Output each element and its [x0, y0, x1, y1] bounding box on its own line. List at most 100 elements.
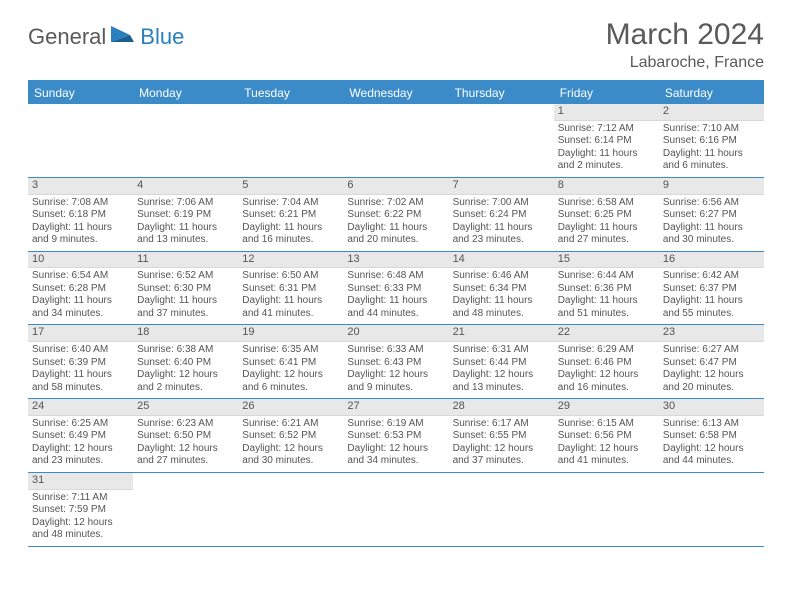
- daylight-text: Daylight: 11 hours and 30 minutes.: [663, 222, 760, 247]
- sunset-text: Sunset: 6:41 PM: [242, 357, 339, 370]
- day-cell: 18Sunrise: 6:38 AMSunset: 6:40 PMDayligh…: [133, 325, 238, 398]
- week-row: 31 Sunrise: 7:11 AMSunset: 7:59 PMDayligh…: [28, 473, 764, 547]
- sunrise-text: Sunrise: 7:00 AM: [453, 197, 550, 210]
- daylight-text: Daylight: 12 hours and 37 minutes.: [453, 443, 550, 468]
- day-body: Sunrise: 6:29 AMSunset: 6:46 PMDaylight:…: [554, 342, 659, 398]
- day-number: 10: [28, 252, 133, 269]
- daylight-text: Daylight: 12 hours and 48 minutes.: [32, 517, 129, 542]
- day-cell: [343, 104, 448, 177]
- sunrise-text: Sunrise: 6:23 AM: [137, 418, 234, 431]
- sunset-text: Sunset: 6:22 PM: [347, 209, 444, 222]
- day-body: Sunrise: 6:13 AMSunset: 6:58 PMDaylight:…: [659, 416, 764, 472]
- day-body: Sunrise: 6:31 AMSunset: 6:44 PMDaylight:…: [449, 342, 554, 398]
- logo-text-general: General: [28, 24, 106, 50]
- day-number: 29: [554, 399, 659, 416]
- day-cell: [449, 104, 554, 177]
- day-cell: 5Sunrise: 7:04 AMSunset: 6:21 PMDaylight…: [238, 178, 343, 251]
- sunrise-text: Sunrise: 6:52 AM: [137, 270, 234, 283]
- day-cell: 25Sunrise: 6:23 AMSunset: 6:50 PMDayligh…: [133, 399, 238, 472]
- sunrise-text: Sunrise: 6:58 AM: [558, 197, 655, 210]
- day-body: Sunrise: 6:50 AMSunset: 6:31 PMDaylight:…: [238, 268, 343, 324]
- day-body: Sunrise: 6:19 AMSunset: 6:53 PMDaylight:…: [343, 416, 448, 472]
- day-cell: 13Sunrise: 6:48 AMSunset: 6:33 PMDayligh…: [343, 252, 448, 325]
- day-cell: 10Sunrise: 6:54 AMSunset: 6:28 PMDayligh…: [28, 252, 133, 325]
- day-cell: [554, 473, 659, 546]
- daylight-text: Daylight: 11 hours and 58 minutes.: [32, 369, 129, 394]
- daylight-text: Daylight: 12 hours and 30 minutes.: [242, 443, 339, 468]
- sunset-text: Sunset: 6:28 PM: [32, 283, 129, 296]
- day-body: Sunrise: 6:35 AMSunset: 6:41 PMDaylight:…: [238, 342, 343, 398]
- sunset-text: Sunset: 6:50 PM: [137, 430, 234, 443]
- day-cell: [449, 473, 554, 546]
- sunrise-text: Sunrise: 6:46 AM: [453, 270, 550, 283]
- sunset-text: Sunset: 6:21 PM: [242, 209, 339, 222]
- day-body: Sunrise: 6:27 AMSunset: 6:47 PMDaylight:…: [659, 342, 764, 398]
- sunset-text: Sunset: 6:56 PM: [558, 430, 655, 443]
- day-number: 18: [133, 325, 238, 342]
- day-number: 9: [659, 178, 764, 195]
- sunset-text: Sunset: 6:25 PM: [558, 209, 655, 222]
- sunrise-text: Sunrise: 6:42 AM: [663, 270, 760, 283]
- daylight-text: Daylight: 12 hours and 41 minutes.: [558, 443, 655, 468]
- day-body: Sunrise: 7:04 AMSunset: 6:21 PMDaylight:…: [238, 195, 343, 251]
- title-block: March 2024 Labaroche, France: [606, 18, 764, 72]
- day-body: Sunrise: 6:33 AMSunset: 6:43 PMDaylight:…: [343, 342, 448, 398]
- daylight-text: Daylight: 11 hours and 27 minutes.: [558, 222, 655, 247]
- daylight-text: Daylight: 12 hours and 44 minutes.: [663, 443, 760, 468]
- daylight-text: Daylight: 11 hours and 16 minutes.: [242, 222, 339, 247]
- sunset-text: Sunset: 6:53 PM: [347, 430, 444, 443]
- day-cell: [133, 473, 238, 546]
- day-body: Sunrise: 6:44 AMSunset: 6:36 PMDaylight:…: [554, 268, 659, 324]
- sunset-text: Sunset: 6:44 PM: [453, 357, 550, 370]
- day-number: 20: [343, 325, 448, 342]
- day-cell: [238, 473, 343, 546]
- sunset-text: Sunset: 6:18 PM: [32, 209, 129, 222]
- day-body: Sunrise: 6:25 AMSunset: 6:49 PMDaylight:…: [28, 416, 133, 472]
- week-row: 1Sunrise: 7:12 AMSunset: 6:14 PMDaylight…: [28, 104, 764, 178]
- day-number: 24: [28, 399, 133, 416]
- day-cell: 28Sunrise: 6:17 AMSunset: 6:55 PMDayligh…: [449, 399, 554, 472]
- day-number: 22: [554, 325, 659, 342]
- day-number: 31: [28, 473, 133, 490]
- calendar: SundayMondayTuesdayWednesdayThursdayFrid…: [28, 80, 764, 547]
- sunset-text: Sunset: 6:24 PM: [453, 209, 550, 222]
- week-row: 10Sunrise: 6:54 AMSunset: 6:28 PMDayligh…: [28, 252, 764, 326]
- sunrise-text: Sunrise: 6:27 AM: [663, 344, 760, 357]
- week-row: 3Sunrise: 7:08 AMSunset: 6:18 PMDaylight…: [28, 178, 764, 252]
- day-header: Tuesday: [238, 82, 343, 104]
- sunset-text: Sunset: 6:39 PM: [32, 357, 129, 370]
- day-cell: 15Sunrise: 6:44 AMSunset: 6:36 PMDayligh…: [554, 252, 659, 325]
- sunset-text: Sunset: 6:34 PM: [453, 283, 550, 296]
- day-number: 12: [238, 252, 343, 269]
- day-number: 11: [133, 252, 238, 269]
- day-body: Sunrise: 7:02 AMSunset: 6:22 PMDaylight:…: [343, 195, 448, 251]
- day-body: Sunrise: 7:10 AMSunset: 6:16 PMDaylight:…: [659, 121, 764, 177]
- daylight-text: Daylight: 11 hours and 44 minutes.: [347, 295, 444, 320]
- day-number: 15: [554, 252, 659, 269]
- day-cell: 26Sunrise: 6:21 AMSunset: 6:52 PMDayligh…: [238, 399, 343, 472]
- sunrise-text: Sunrise: 6:17 AM: [453, 418, 550, 431]
- day-body: Sunrise: 7:06 AMSunset: 6:19 PMDaylight:…: [133, 195, 238, 251]
- day-number: 1: [554, 104, 659, 121]
- day-body: Sunrise: 6:52 AMSunset: 6:30 PMDaylight:…: [133, 268, 238, 324]
- daylight-text: Daylight: 11 hours and 20 minutes.: [347, 222, 444, 247]
- sunrise-text: Sunrise: 6:31 AM: [453, 344, 550, 357]
- day-number: 13: [343, 252, 448, 269]
- day-number: 3: [28, 178, 133, 195]
- sunset-text: Sunset: 7:59 PM: [32, 504, 129, 517]
- day-body: Sunrise: 6:48 AMSunset: 6:33 PMDaylight:…: [343, 268, 448, 324]
- day-number: 4: [133, 178, 238, 195]
- daylight-text: Daylight: 11 hours and 34 minutes.: [32, 295, 129, 320]
- day-number: 30: [659, 399, 764, 416]
- sunrise-text: Sunrise: 7:11 AM: [32, 492, 129, 505]
- day-body: Sunrise: 6:21 AMSunset: 6:52 PMDaylight:…: [238, 416, 343, 472]
- sunrise-text: Sunrise: 6:25 AM: [32, 418, 129, 431]
- day-number: 21: [449, 325, 554, 342]
- day-cell: 19Sunrise: 6:35 AMSunset: 6:41 PMDayligh…: [238, 325, 343, 398]
- daylight-text: Daylight: 11 hours and 9 minutes.: [32, 222, 129, 247]
- sunrise-text: Sunrise: 6:21 AM: [242, 418, 339, 431]
- day-cell: 21Sunrise: 6:31 AMSunset: 6:44 PMDayligh…: [449, 325, 554, 398]
- day-cell: [343, 473, 448, 546]
- day-cell: 3Sunrise: 7:08 AMSunset: 6:18 PMDaylight…: [28, 178, 133, 251]
- day-number: 2: [659, 104, 764, 121]
